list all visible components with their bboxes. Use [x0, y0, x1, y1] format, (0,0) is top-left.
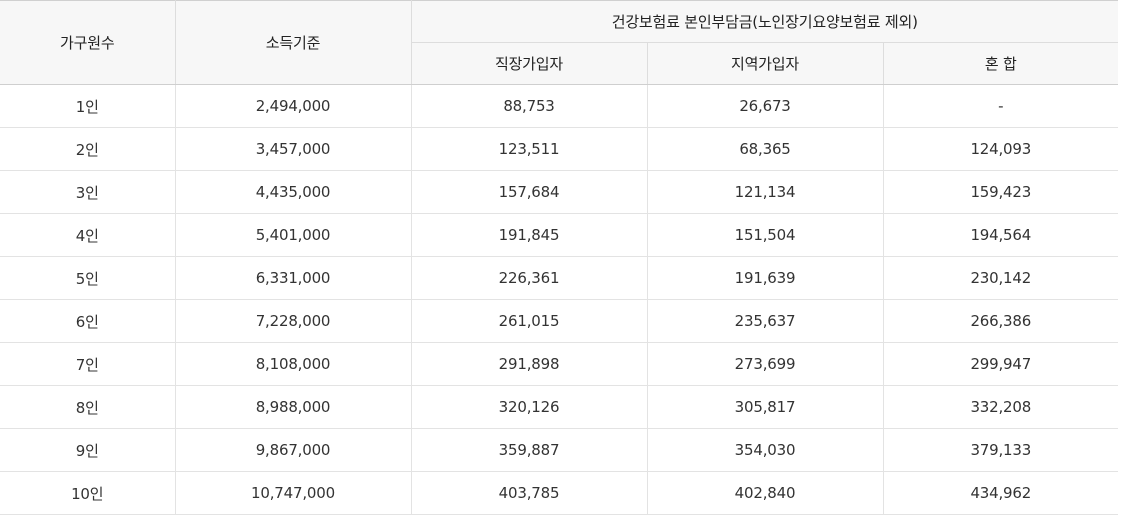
- regional-cell: 121,134: [647, 170, 884, 214]
- household-cell: 3인: [0, 170, 176, 214]
- table-header: 가구원수 소득기준 건강보험료 본인부담금(노인장기요양보험료 제외) 직장가입…: [0, 0, 1119, 85]
- table-row: 5인 6,331,000 226,361 191,639 230,142: [0, 256, 1119, 300]
- mixed-cell: 230,142: [883, 256, 1119, 300]
- table-row: 6인 7,228,000 261,015 235,637 266,386: [0, 299, 1119, 343]
- employee-cell: 261,015: [411, 299, 648, 343]
- premium-group-header: 건강보험료 본인부담금(노인장기요양보험료 제외): [411, 0, 1119, 43]
- regional-cell: 305,817: [647, 385, 884, 429]
- household-header: 가구원수: [0, 0, 176, 85]
- household-cell: 6인: [0, 299, 176, 343]
- mixed-cell: 332,208: [883, 385, 1119, 429]
- income-cell: 6,331,000: [175, 256, 412, 300]
- household-cell: 4인: [0, 213, 176, 257]
- income-cell: 7,228,000: [175, 299, 412, 343]
- regional-cell: 26,673: [647, 84, 884, 128]
- mixed-cell: 434,962: [883, 471, 1119, 515]
- household-cell: 5인: [0, 256, 176, 300]
- mixed-cell: 159,423: [883, 170, 1119, 214]
- income-cell: 8,108,000: [175, 342, 412, 386]
- income-cell: 4,435,000: [175, 170, 412, 214]
- household-cell: 1인: [0, 84, 176, 128]
- household-cell: 10인: [0, 471, 176, 515]
- employee-cell: 359,887: [411, 428, 648, 472]
- income-header: 소득기준: [175, 0, 412, 85]
- mixed-cell: 379,133: [883, 428, 1119, 472]
- regional-cell: 402,840: [647, 471, 884, 515]
- table-row: 4인 5,401,000 191,845 151,504 194,564: [0, 213, 1119, 257]
- income-cell: 5,401,000: [175, 213, 412, 257]
- employee-cell: 226,361: [411, 256, 648, 300]
- regional-cell: 68,365: [647, 127, 884, 171]
- household-cell: 2인: [0, 127, 176, 171]
- employee-cell: 123,511: [411, 127, 648, 171]
- regional-cell: 151,504: [647, 213, 884, 257]
- table-row: 7인 8,108,000 291,898 273,699 299,947: [0, 342, 1119, 386]
- mixed-cell: 299,947: [883, 342, 1119, 386]
- employee-cell: 191,845: [411, 213, 648, 257]
- table-row: 9인 9,867,000 359,887 354,030 379,133: [0, 428, 1119, 472]
- mixed-cell: 124,093: [883, 127, 1119, 171]
- household-cell: 7인: [0, 342, 176, 386]
- table-row: 2인 3,457,000 123,511 68,365 124,093: [0, 127, 1119, 171]
- regional-cell: 235,637: [647, 299, 884, 343]
- regional-cell: 273,699: [647, 342, 884, 386]
- income-cell: 9,867,000: [175, 428, 412, 472]
- employee-cell: 291,898: [411, 342, 648, 386]
- employee-cell: 320,126: [411, 385, 648, 429]
- household-cell: 8인: [0, 385, 176, 429]
- mixed-cell: 194,564: [883, 213, 1119, 257]
- table-row: 3인 4,435,000 157,684 121,134 159,423: [0, 170, 1119, 214]
- mixed-header: 혼 합: [883, 42, 1119, 85]
- regional-header: 지역가입자: [647, 42, 884, 85]
- regional-cell: 191,639: [647, 256, 884, 300]
- header-row-2: 직장가입자 지역가입자 혼 합: [0, 42, 1119, 85]
- mixed-cell: -: [883, 84, 1119, 128]
- table-row: 10인 10,747,000 403,785 402,840 434,962: [0, 471, 1119, 515]
- household-cell: 9인: [0, 428, 176, 472]
- income-cell: 10,747,000: [175, 471, 412, 515]
- employee-cell: 88,753: [411, 84, 648, 128]
- income-cell: 2,494,000: [175, 84, 412, 128]
- employee-header: 직장가입자: [411, 42, 648, 85]
- regional-cell: 354,030: [647, 428, 884, 472]
- table-row: 8인 8,988,000 320,126 305,817 332,208: [0, 385, 1119, 429]
- header-row-1: 가구원수 소득기준 건강보험료 본인부담금(노인장기요양보험료 제외): [0, 0, 1119, 85]
- mixed-cell: 266,386: [883, 299, 1119, 343]
- table-row: 1인 2,494,000 88,753 26,673 -: [0, 84, 1119, 128]
- table-body: 1인 2,494,000 88,753 26,673 - 2인 3,457,00…: [0, 84, 1119, 515]
- income-cell: 8,988,000: [175, 385, 412, 429]
- employee-cell: 157,684: [411, 170, 648, 214]
- income-cell: 3,457,000: [175, 127, 412, 171]
- employee-cell: 403,785: [411, 471, 648, 515]
